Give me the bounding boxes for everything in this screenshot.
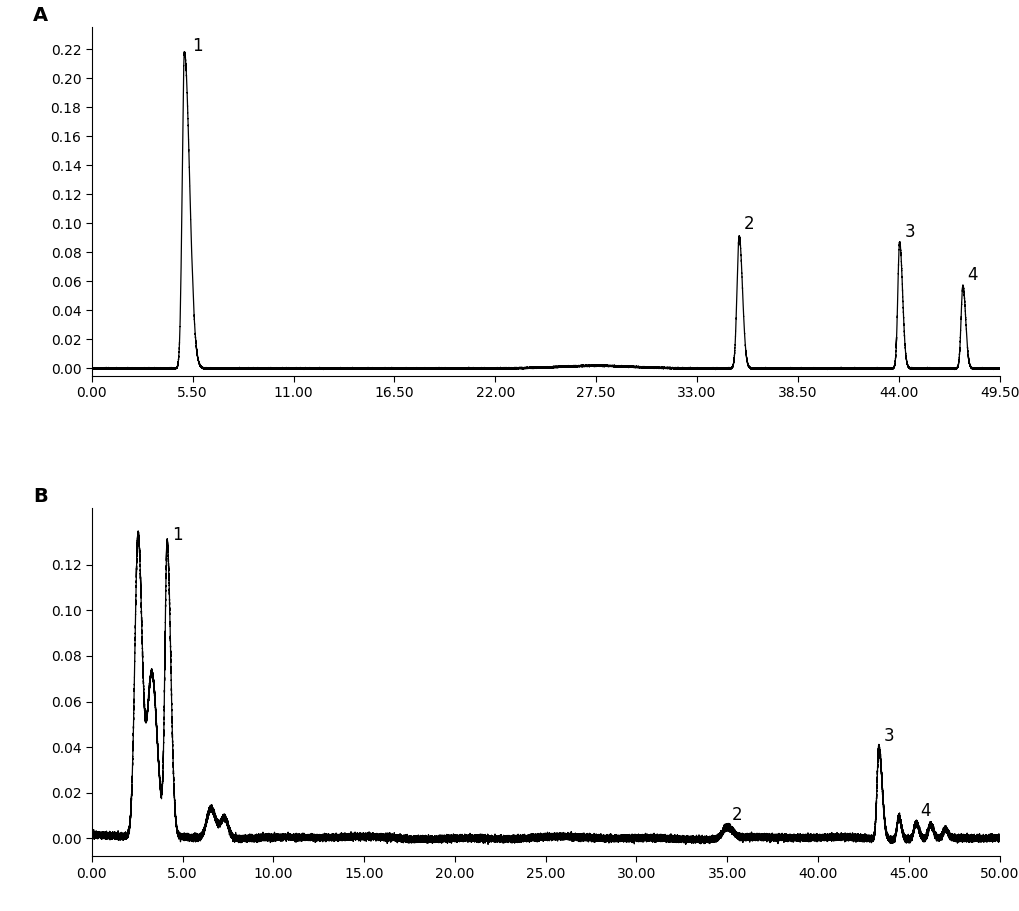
Text: 3: 3 (904, 222, 915, 241)
Text: A: A (33, 6, 48, 26)
Text: 4: 4 (967, 266, 977, 284)
Text: 2: 2 (731, 806, 742, 824)
Text: 4: 4 (920, 802, 930, 820)
Text: 1: 1 (192, 37, 202, 55)
Text: B: B (33, 487, 48, 507)
Text: 1: 1 (172, 527, 183, 545)
Text: 2: 2 (743, 215, 754, 233)
Text: 3: 3 (882, 727, 893, 745)
